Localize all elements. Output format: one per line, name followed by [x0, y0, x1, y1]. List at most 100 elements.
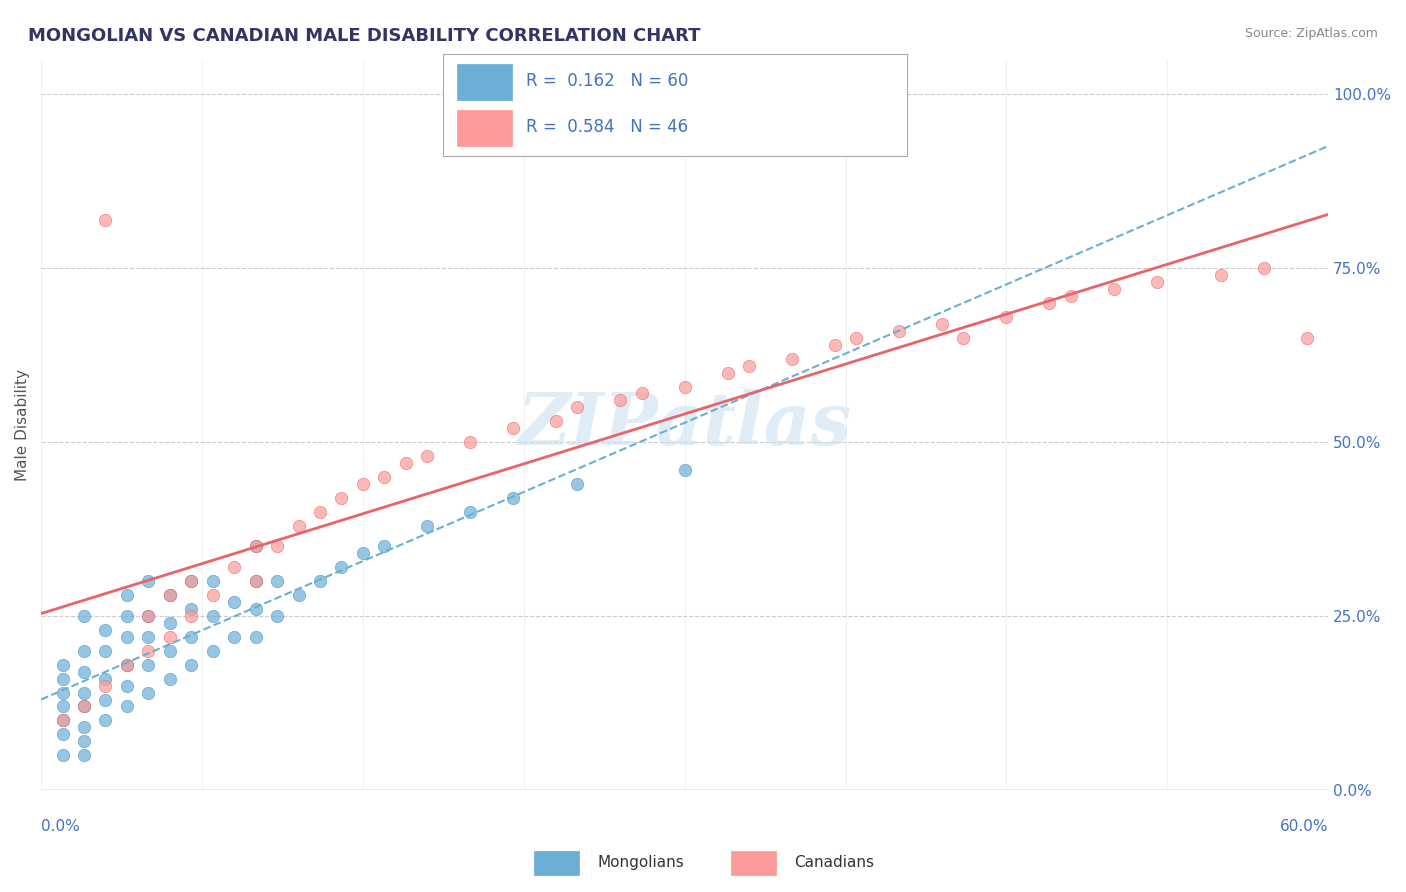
Point — [180, 602, 202, 616]
Point — [738, 359, 761, 373]
Point — [224, 595, 246, 609]
Point — [73, 720, 96, 734]
Point — [1038, 296, 1060, 310]
Point — [115, 630, 138, 644]
Point — [201, 588, 224, 602]
Point — [73, 644, 96, 658]
Point — [73, 699, 96, 714]
Point — [1209, 268, 1232, 283]
Point — [352, 546, 374, 560]
Point — [94, 672, 117, 686]
Point — [94, 212, 117, 227]
Point — [266, 609, 288, 624]
Point — [266, 540, 288, 554]
Point — [138, 657, 160, 672]
Point — [287, 588, 309, 602]
Point — [245, 574, 267, 589]
Point — [1102, 282, 1125, 296]
Point — [1253, 261, 1275, 276]
Point — [245, 630, 267, 644]
Point — [180, 657, 202, 672]
Point — [458, 435, 481, 450]
Bar — [731, 851, 776, 876]
Point — [94, 679, 117, 693]
Bar — [534, 851, 579, 876]
Point — [416, 449, 439, 463]
Text: 0.0%: 0.0% — [41, 819, 80, 834]
Point — [94, 692, 117, 706]
Point — [73, 734, 96, 748]
Point — [416, 518, 439, 533]
Point — [51, 657, 73, 672]
Point — [180, 574, 202, 589]
Point — [138, 644, 160, 658]
Point — [330, 491, 353, 505]
Point — [51, 748, 73, 763]
Point — [51, 699, 73, 714]
Point — [609, 393, 631, 408]
Point — [630, 386, 652, 401]
Point — [73, 748, 96, 763]
Point — [287, 518, 309, 533]
Point — [673, 379, 696, 393]
Point — [115, 679, 138, 693]
Point — [373, 470, 395, 484]
Point — [887, 324, 910, 338]
Point — [115, 657, 138, 672]
Text: ZIPatlas: ZIPatlas — [517, 389, 852, 460]
Point — [138, 685, 160, 699]
Point — [952, 331, 974, 345]
Point — [180, 574, 202, 589]
Point — [224, 630, 246, 644]
Text: MONGOLIAN VS CANADIAN MALE DISABILITY CORRELATION CHART: MONGOLIAN VS CANADIAN MALE DISABILITY CO… — [28, 27, 700, 45]
Point — [51, 714, 73, 728]
Point — [309, 505, 332, 519]
Point — [51, 685, 73, 699]
Point — [373, 540, 395, 554]
Point — [138, 609, 160, 624]
Point — [73, 665, 96, 679]
Point — [1295, 331, 1317, 345]
Bar — [457, 64, 512, 100]
Point — [245, 540, 267, 554]
Point — [94, 714, 117, 728]
Point — [780, 351, 803, 366]
Point — [159, 672, 181, 686]
Point — [115, 609, 138, 624]
Point — [245, 602, 267, 616]
Point — [201, 609, 224, 624]
Point — [931, 317, 953, 331]
Point — [1146, 275, 1168, 289]
Point — [201, 574, 224, 589]
Point — [138, 630, 160, 644]
Text: R =  0.584   N = 46: R = 0.584 N = 46 — [526, 119, 689, 136]
Point — [502, 491, 524, 505]
Point — [995, 310, 1018, 324]
Point — [138, 574, 160, 589]
Point — [824, 338, 846, 352]
Point — [73, 699, 96, 714]
Point — [159, 588, 181, 602]
Point — [309, 574, 332, 589]
Point — [330, 560, 353, 574]
Point — [502, 421, 524, 435]
Point — [201, 644, 224, 658]
Text: Mongolians: Mongolians — [598, 855, 685, 870]
Point — [266, 574, 288, 589]
Point — [673, 463, 696, 477]
Y-axis label: Male Disability: Male Disability — [15, 368, 30, 481]
Point — [245, 540, 267, 554]
Point — [94, 644, 117, 658]
Point — [159, 588, 181, 602]
Point — [51, 727, 73, 741]
Point — [180, 609, 202, 624]
Point — [716, 366, 738, 380]
Point — [159, 615, 181, 630]
Point — [115, 588, 138, 602]
Text: 60.0%: 60.0% — [1279, 819, 1329, 834]
Point — [245, 574, 267, 589]
Point — [352, 476, 374, 491]
Point — [544, 414, 567, 428]
Point — [180, 630, 202, 644]
Point — [51, 672, 73, 686]
